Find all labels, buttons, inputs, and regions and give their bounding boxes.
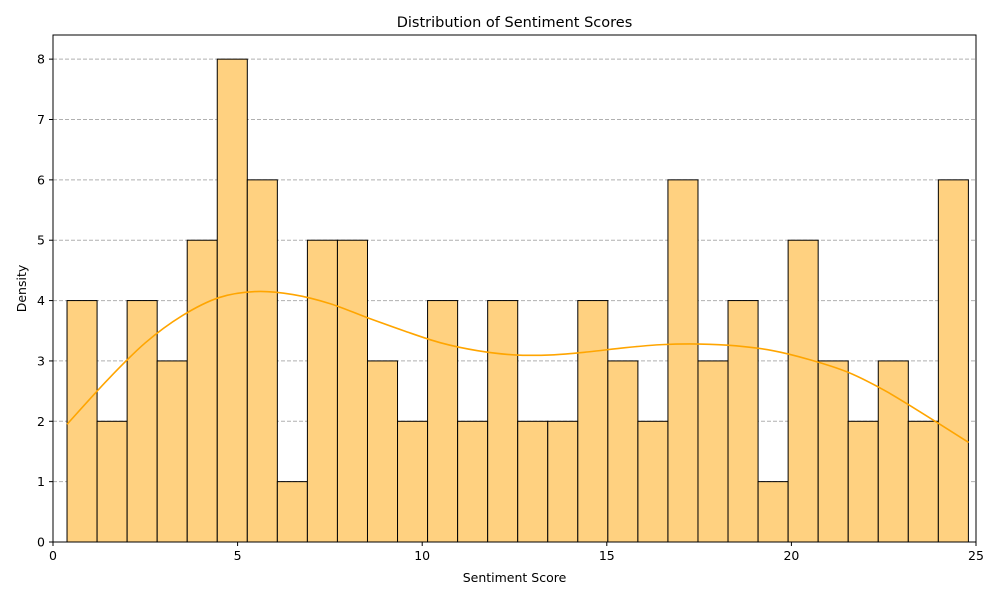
histogram-bar-5 — [186, 239, 218, 543]
x-tick-label-20: 20 — [783, 548, 799, 563]
y-axis-ticks: 0 1 2 3 4 5 6 7 8 — [37, 52, 53, 550]
histogram-bar-21 — [667, 179, 699, 543]
histogram-bar-1 — [66, 300, 98, 543]
histogram-bar-30 — [937, 179, 969, 543]
histogram-bar-19 — [607, 360, 639, 543]
chart-title: Distribution of Sentiment Scores — [397, 15, 633, 31]
x-tick-label-0: 0 — [49, 548, 57, 563]
kde-curve-group — [66, 290, 970, 444]
histogram-bar-12 — [397, 420, 429, 543]
histogram-bar-10 — [336, 239, 368, 543]
histogram-bar-26 — [817, 360, 849, 543]
histogram-bar-13 — [427, 300, 459, 543]
histogram-bar-24 — [757, 481, 789, 543]
y-tick-label-6: 6 — [37, 172, 45, 187]
histogram-bar-27 — [847, 420, 879, 543]
histogram-bar-6 — [216, 58, 248, 543]
x-tick-label-10: 10 — [414, 548, 430, 563]
y-tick-label-2: 2 — [37, 414, 45, 429]
x-axis-label: Sentiment Score — [463, 570, 567, 585]
y-tick-label-0: 0 — [37, 535, 45, 550]
histogram-bar-14 — [457, 420, 489, 543]
histogram-bar-23 — [727, 300, 759, 543]
y-tick-label-1: 1 — [37, 474, 45, 489]
x-tick-label-25: 25 — [968, 548, 984, 563]
histogram-bar-28 — [877, 360, 909, 543]
plot-frame — [52, 34, 977, 543]
y-tick-label-5: 5 — [37, 233, 45, 248]
histogram-bar-18 — [577, 300, 609, 543]
x-tick-label-5: 5 — [234, 548, 242, 563]
x-axis-ticks: 0 5 10 15 20 25 — [49, 542, 984, 563]
histogram-bar-25 — [787, 239, 819, 543]
y-tick-label-3: 3 — [37, 353, 45, 368]
histogram-bar-9 — [306, 239, 338, 543]
histogram-bar-22 — [697, 360, 729, 543]
histogram-bar-15 — [487, 300, 519, 543]
histogram-bar-17 — [547, 420, 579, 543]
histogram-bar-16 — [517, 420, 549, 543]
histogram-bar-11 — [366, 360, 399, 543]
y-tick-label-7: 7 — [37, 112, 45, 127]
histogram-bar-7 — [246, 179, 278, 543]
kde-curve — [66, 290, 970, 444]
y-axis-label: Density — [14, 264, 29, 312]
y-tick-label-4: 4 — [37, 293, 45, 308]
histogram-bar-2 — [96, 420, 128, 543]
y-tick-label-8: 8 — [37, 52, 45, 67]
histogram-bar-8 — [276, 481, 308, 543]
histogram-bar-29 — [907, 420, 939, 543]
histogram-bars — [66, 58, 969, 543]
x-tick-label-15: 15 — [599, 548, 615, 563]
histogram-bar-20 — [637, 420, 669, 543]
histogram-bar-4 — [156, 360, 188, 543]
